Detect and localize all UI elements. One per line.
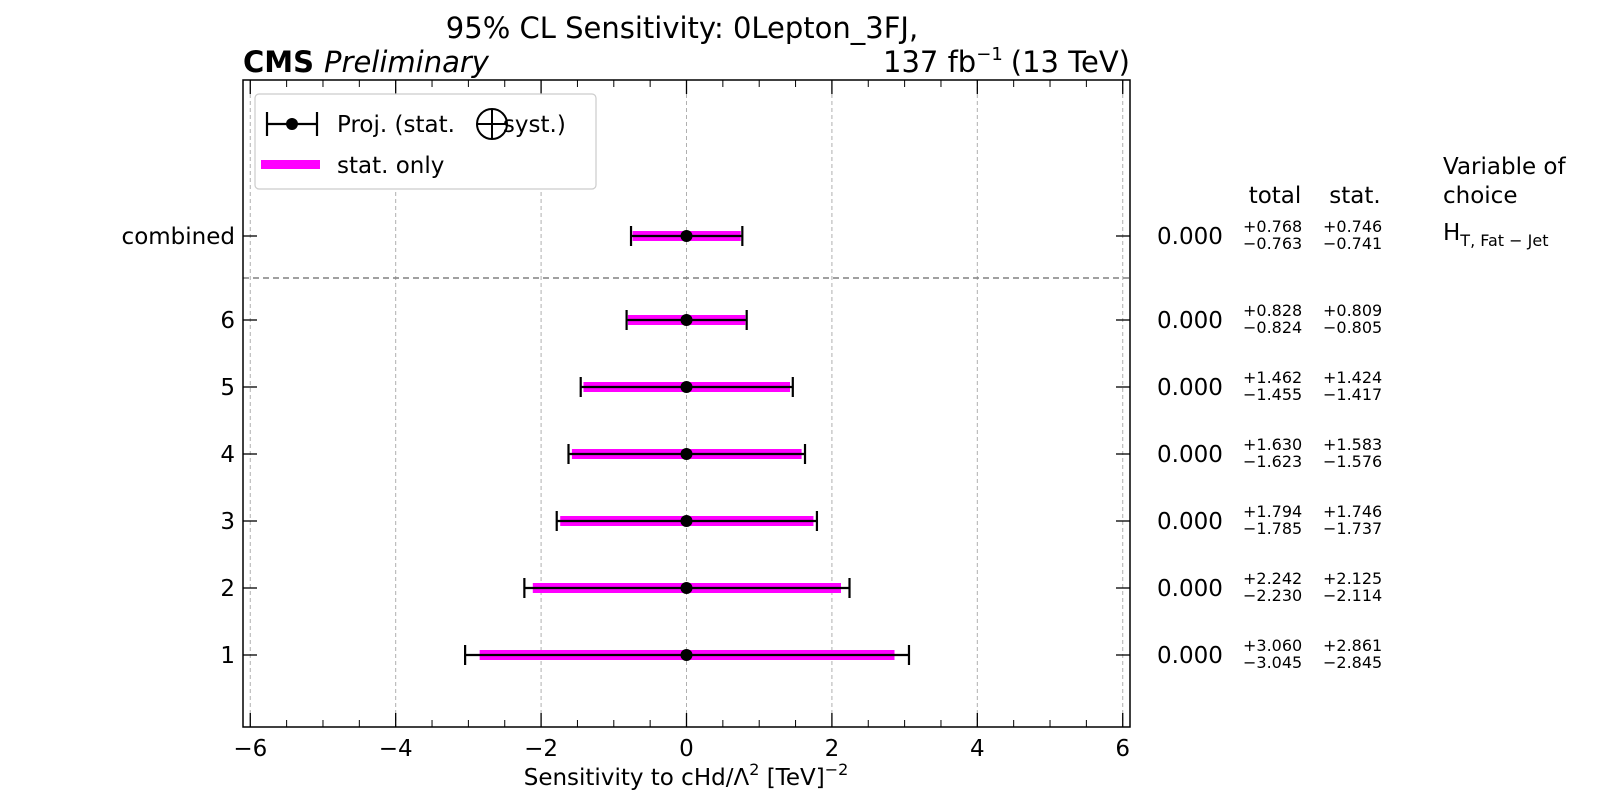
row-label: 4 bbox=[220, 442, 235, 468]
total-down-text: −1.623 bbox=[1243, 452, 1302, 471]
bars-layer bbox=[464, 226, 911, 665]
central-value-text: 0.000 bbox=[1157, 576, 1223, 602]
column-header-variable-line1: Variable of bbox=[1443, 154, 1567, 180]
total-down-text: −0.824 bbox=[1243, 318, 1302, 337]
central-value-marker bbox=[680, 448, 693, 460]
stat-up-text: +1.746 bbox=[1323, 502, 1382, 521]
chart-title: 95% CL Sensitivity: 0Lepton_3FJ, bbox=[446, 11, 918, 45]
total-down-text: −1.455 bbox=[1243, 385, 1302, 404]
row-label: 1 bbox=[220, 643, 235, 669]
total-down-text: −1.785 bbox=[1243, 519, 1302, 538]
x-tick-label: 4 bbox=[970, 736, 985, 762]
axis-layer: −6 −4 −2 0 2 4 6 combined 6 5 4 3 2 1 bbox=[122, 80, 1130, 762]
central-value-marker bbox=[680, 314, 693, 326]
total-up-text: +0.828 bbox=[1243, 301, 1302, 320]
lumi-exponent: −1 bbox=[976, 44, 1003, 65]
central-value-text: 0.000 bbox=[1157, 224, 1223, 250]
total-up-text: +0.768 bbox=[1243, 217, 1302, 236]
legend-proj-marker bbox=[265, 112, 319, 136]
legend-stat-text: stat. only bbox=[337, 153, 444, 179]
x-axis-label-unit: [TeV] bbox=[759, 765, 824, 791]
total-up-text: +3.060 bbox=[1243, 636, 1302, 655]
x-tick-label: −4 bbox=[379, 736, 413, 762]
central-value-marker bbox=[680, 649, 693, 661]
legend: Proj. (stat. syst.) stat. only bbox=[254, 93, 597, 190]
central-value-text: 0.000 bbox=[1157, 509, 1223, 535]
x-tick-label: 2 bbox=[825, 736, 840, 762]
stat-up-text: +0.746 bbox=[1323, 217, 1382, 236]
lumi-energy: (13 TeV) bbox=[1011, 45, 1130, 79]
experiment-label: CMS Preliminary bbox=[243, 45, 490, 79]
row-label: 2 bbox=[220, 576, 235, 602]
central-value-marker bbox=[680, 381, 693, 393]
legend-stat-swatch bbox=[261, 160, 320, 169]
legend-box bbox=[254, 93, 597, 190]
central-value-text: 0.000 bbox=[1157, 442, 1223, 468]
legend-proj-text-pre: Proj. (stat. bbox=[337, 112, 455, 138]
x-axis-label-main: Sensitivity to cHd/Λ bbox=[524, 765, 750, 791]
stat-down-text: −0.805 bbox=[1323, 318, 1382, 337]
total-up-text: +1.630 bbox=[1243, 435, 1302, 454]
central-value-text: 0.000 bbox=[1157, 308, 1223, 334]
stat-up-text: +0.809 bbox=[1323, 301, 1382, 320]
x-tick-label: 0 bbox=[679, 736, 694, 762]
legend-proj-text: Proj. (stat. syst.) bbox=[337, 112, 566, 138]
stat-down-text: −2.114 bbox=[1323, 586, 1382, 605]
row-label: 6 bbox=[220, 308, 235, 334]
row-label: 5 bbox=[220, 375, 235, 401]
stat-up-text: +1.424 bbox=[1323, 368, 1382, 387]
column-header-stat: stat. bbox=[1329, 183, 1380, 209]
values-table: 0.000 +0.768−0.763 +0.746−0.741 0.000 +0.828… bbox=[1157, 217, 1382, 672]
oplus-icon bbox=[476, 108, 508, 140]
cms-label: CMS bbox=[243, 45, 314, 79]
x-axis-label-exp2: −2 bbox=[825, 760, 849, 779]
x-tick-label: −6 bbox=[233, 736, 267, 762]
total-down-text: −0.763 bbox=[1243, 234, 1302, 253]
central-value-marker bbox=[680, 230, 693, 242]
total-up-text: +1.462 bbox=[1243, 368, 1302, 387]
column-header-total: total bbox=[1249, 183, 1302, 209]
legend-proj-text-post: syst.) bbox=[503, 112, 566, 138]
row-label: 3 bbox=[220, 509, 235, 535]
row-label: combined bbox=[122, 224, 235, 250]
luminosity-label: 137 fb−1 (13 TeV) bbox=[883, 44, 1130, 79]
x-tick-label: −2 bbox=[524, 736, 558, 762]
variable-base: H bbox=[1443, 220, 1460, 246]
stat-down-text: −0.741 bbox=[1323, 234, 1382, 253]
preliminary-label: Preliminary bbox=[324, 45, 490, 79]
stat-down-text: −1.576 bbox=[1323, 452, 1382, 471]
stat-up-text: +2.125 bbox=[1323, 569, 1382, 588]
central-value-text: 0.000 bbox=[1157, 375, 1223, 401]
x-axis-label-exp1: 2 bbox=[749, 760, 759, 779]
stat-down-text: −2.845 bbox=[1323, 653, 1382, 672]
variable-of-choice: HT, Fat − Jet bbox=[1443, 220, 1548, 250]
total-up-text: +2.242 bbox=[1243, 569, 1302, 588]
x-tick-label: 6 bbox=[1115, 736, 1130, 762]
total-down-text: −3.045 bbox=[1243, 653, 1302, 672]
central-value-marker bbox=[680, 515, 693, 527]
stat-down-text: −1.417 bbox=[1323, 385, 1382, 404]
total-down-text: −2.230 bbox=[1243, 586, 1302, 605]
column-header-variable-line2: choice bbox=[1443, 183, 1517, 209]
plot-frame bbox=[242, 79, 1131, 728]
variable-subscript: T, Fat − Jet bbox=[1459, 231, 1548, 250]
central-value-marker bbox=[680, 582, 693, 594]
stat-up-text: +1.583 bbox=[1323, 435, 1382, 454]
central-value-text: 0.000 bbox=[1157, 643, 1223, 669]
lumi-value: 137 fb bbox=[883, 45, 976, 79]
total-up-text: +1.794 bbox=[1243, 502, 1302, 521]
stat-up-text: +2.861 bbox=[1323, 636, 1382, 655]
x-axis-label: Sensitivity to cHd/Λ2 [TeV]−2 bbox=[524, 760, 849, 791]
stat-down-text: −1.737 bbox=[1323, 519, 1382, 538]
